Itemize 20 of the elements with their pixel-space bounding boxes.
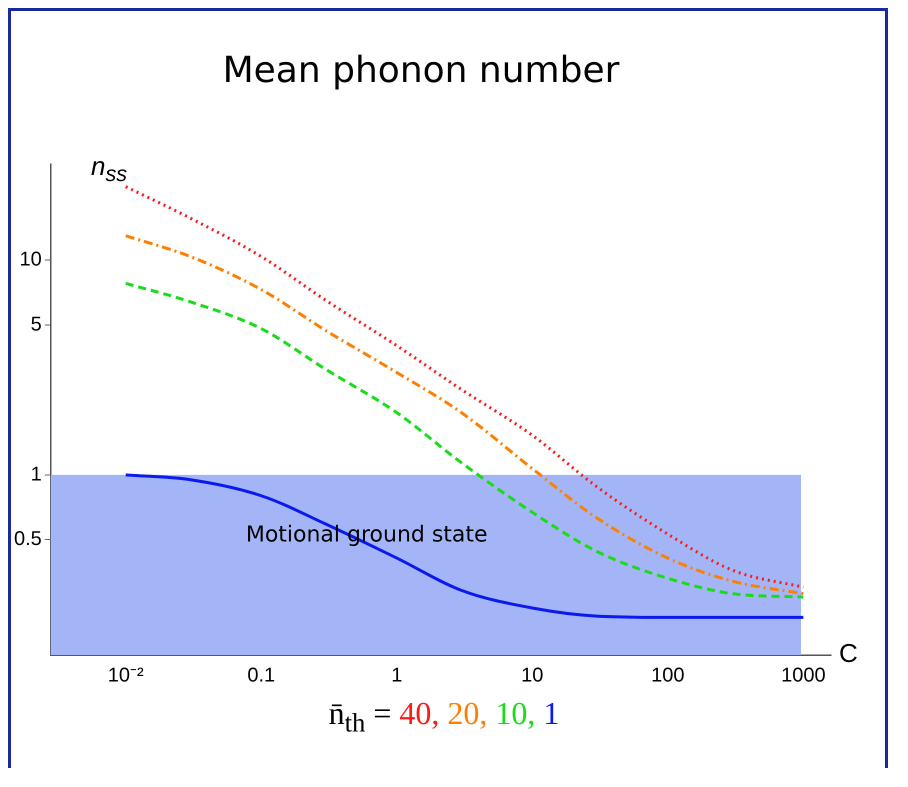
x-tick-label: 0.1 xyxy=(247,664,276,687)
y-axis-title: n$_{ss}$ xyxy=(91,151,128,188)
x-tick-label: 1000 xyxy=(781,664,826,687)
x-tick-label: 100 xyxy=(651,664,684,687)
y-tick-label: 10 xyxy=(20,248,42,271)
legend-title: n̄$_{th}$ = xyxy=(328,695,392,738)
text: 40, xyxy=(399,695,440,731)
text: 1 xyxy=(543,695,560,731)
slide-border: n$_{ss}$ Mean phonon number 10⁻² 0.1 1 10 100 1000 0.5 1 5 10 Motional ground state C n̄$_{th}$ = 40, 20, 10, 1 xyxy=(8,8,888,768)
x-tick-label: 10 xyxy=(521,664,544,687)
text: 20, xyxy=(447,695,488,731)
x-tick-label: 1 xyxy=(391,664,402,687)
chart-title: Mean phonon number xyxy=(222,50,620,91)
band-label: Motional ground state xyxy=(246,522,488,548)
text: 10, xyxy=(495,695,536,731)
y-tick-label: 0.5 xyxy=(14,528,42,550)
x-tick-label: 10⁻² xyxy=(108,664,144,687)
y-tick-label: 5 xyxy=(30,313,42,336)
y-tick-label: 1 xyxy=(30,463,42,486)
x-axis-title: C xyxy=(839,638,858,668)
